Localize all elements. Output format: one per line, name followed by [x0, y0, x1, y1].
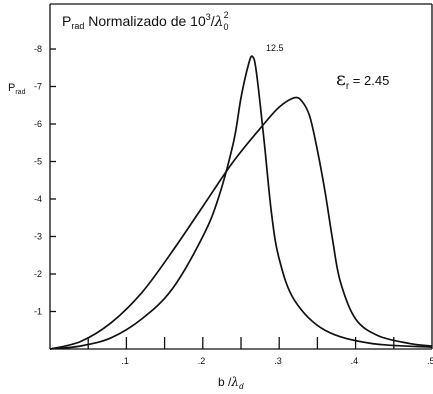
y-ticks: -1 -2 -3 -4 -5 -6 -7 -8: [34, 44, 56, 317]
y-tick-label: -1: [34, 307, 42, 317]
y-tick-label: -4: [34, 194, 42, 204]
series-line-wide: [49, 96, 433, 350]
x-axis-label: b /λd: [218, 375, 244, 391]
x-ticks: .1 .2 .3 .4 .5: [87, 337, 433, 366]
y-axis-label: Prad: [8, 82, 26, 96]
x-tick-label: .1: [121, 356, 129, 366]
x-tick-label: .3: [274, 356, 282, 366]
series-line-narrow: [49, 55, 433, 350]
x-tick-label: .5: [427, 356, 433, 366]
x-tick-label: .2: [198, 356, 206, 366]
y-tick-label: -2: [34, 269, 42, 279]
y-tick-label: -5: [34, 157, 42, 167]
y-tick-label: -7: [34, 82, 42, 92]
x-tick-label: .4: [351, 356, 359, 366]
chart-title: Prad Normalizado de 103/λ02: [62, 10, 229, 32]
y-tick-label: -8: [34, 44, 42, 54]
epsilon-annotation: εr = 2.45: [336, 68, 389, 92]
y-tick-label: -6: [34, 119, 42, 129]
series-group: [49, 55, 433, 350]
peak-value-label: 12.5: [266, 43, 284, 53]
y-tick-label: -3: [34, 232, 42, 242]
